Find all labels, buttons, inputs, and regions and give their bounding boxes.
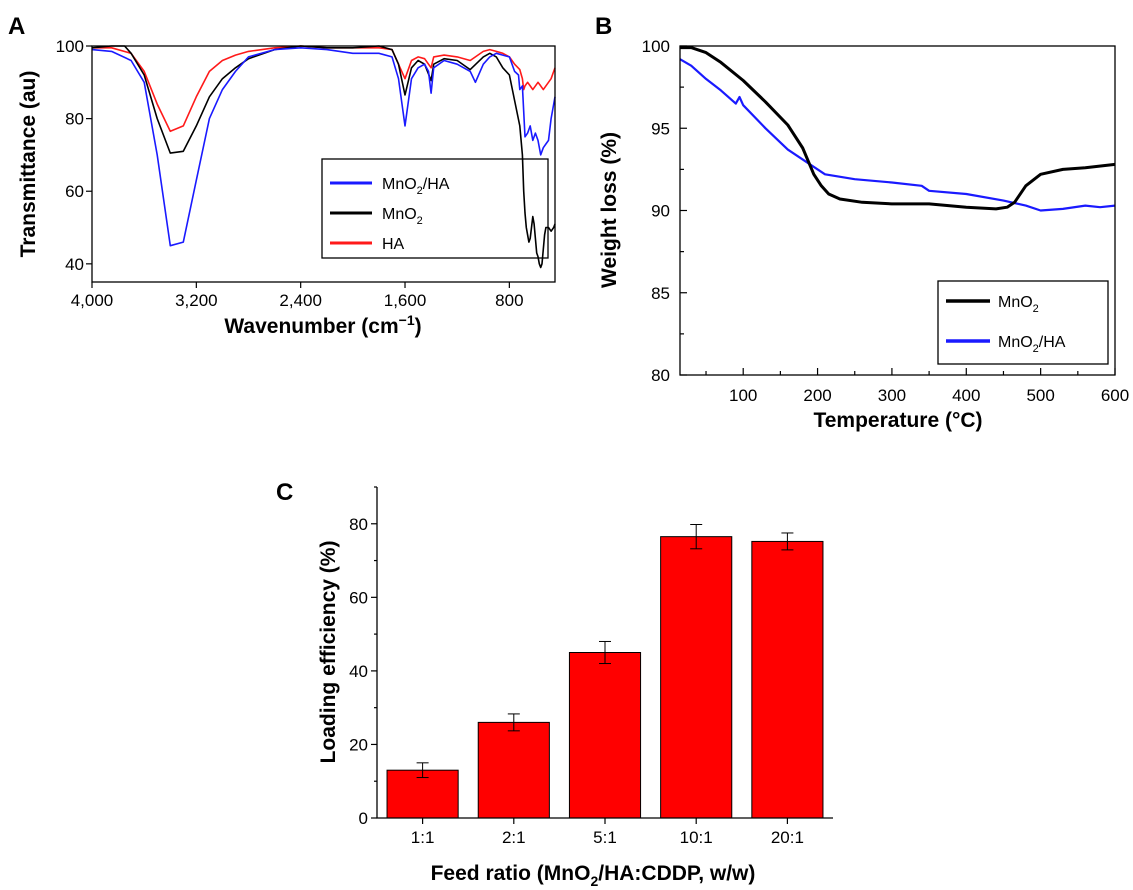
panel-b-legend: MnO2 MnO2/HA bbox=[937, 280, 1109, 365]
panel-b-x-tick-label: 600 bbox=[1101, 386, 1129, 405]
panel-c-y-axis-label: Loading efficiency (%) bbox=[317, 541, 340, 764]
panel-letter-c: C bbox=[276, 479, 293, 506]
panel-b-x-tick-label: 100 bbox=[729, 386, 757, 405]
panel-a-legend-label: MnO2 bbox=[382, 206, 423, 227]
panel-c-y-tick-label: 60 bbox=[349, 588, 368, 607]
panel-c: C 1:1 2:1 5:1 10:1 20:1 0 20 40 60 80 Feed ratio … bbox=[276, 479, 833, 889]
panel-a-y-tick-label: 80 bbox=[65, 110, 84, 129]
panel-c-y-tick-label: 0 bbox=[359, 809, 368, 828]
panel-c-y-tick-label: 40 bbox=[349, 662, 368, 681]
panel-a-frame bbox=[91, 45, 556, 283]
panel-b-x-tick-label: 200 bbox=[803, 386, 831, 405]
panel-b-x-tick-label: 500 bbox=[1026, 386, 1054, 405]
panel-a-legend-box bbox=[321, 158, 549, 259]
panel-c-bar bbox=[568, 652, 642, 819]
panel-b-legend-label: MnO2/HA bbox=[998, 334, 1066, 355]
panel-a-legend-label: MnO2/HA bbox=[382, 176, 450, 197]
panel-b-series-line bbox=[680, 46, 1116, 211]
panel-a-legend-label: HA bbox=[382, 236, 405, 253]
panel-b-x-tick-label: 300 bbox=[878, 386, 906, 405]
panel-b-frame bbox=[679, 45, 1116, 376]
panel-a-legend: MnO2/HA MnO2 HA bbox=[321, 158, 549, 259]
panel-a-x-axis-label: Wavenumber (cm−1) bbox=[224, 312, 421, 338]
panel-a-x-tick-label: 4,000 bbox=[71, 291, 114, 310]
panel-b-x-tick-label: 400 bbox=[952, 386, 980, 405]
panel-c-x-tick-label: 2:1 bbox=[502, 828, 526, 847]
panel-a-x-tick-label: 2,400 bbox=[279, 291, 322, 310]
panel-letter-a: A bbox=[8, 13, 25, 40]
panel-a-x-tick-label: 1,600 bbox=[384, 291, 427, 310]
panel-b: B 100 200 300 400 500 600 80 85 90 95 100 Temperat… bbox=[595, 13, 1129, 432]
panel-b-series-line bbox=[679, 58, 1116, 212]
panel-b-legend-box bbox=[937, 280, 1109, 365]
panel-b-y-axis-label: Weight loss (%) bbox=[598, 132, 621, 288]
panel-c-bar bbox=[660, 536, 733, 819]
panel-a-y-tick-label: 100 bbox=[56, 37, 84, 56]
panel-c-bar bbox=[751, 540, 824, 819]
panel-b-y-tick-label: 95 bbox=[651, 119, 670, 138]
panel-a-series-line bbox=[91, 45, 556, 269]
panel-c-x-tick-label: 20:1 bbox=[771, 828, 804, 847]
panel-a-x-tick-label: 3,200 bbox=[175, 291, 218, 310]
panel-b-y-tick-label: 85 bbox=[651, 284, 670, 303]
panel-c-bar bbox=[477, 721, 550, 819]
panel-a-series-line bbox=[91, 47, 556, 247]
panel-c-axes bbox=[376, 487, 833, 819]
panel-a-y-tick-label: 60 bbox=[65, 182, 84, 201]
panel-a: A 4,000 3,200 2,400 1,600 800 40 60 80 100 Waven… bbox=[8, 13, 556, 338]
panel-a-y-axis-label: Transmittance (au) bbox=[17, 71, 40, 258]
panel-c-x-tick-label: 1:1 bbox=[411, 828, 435, 847]
panel-c-y-tick-label: 20 bbox=[349, 735, 368, 754]
panel-c-x-tick-label: 5:1 bbox=[593, 828, 617, 847]
panel-c-bar bbox=[386, 769, 459, 819]
panel-b-x-axis-label: Temperature (°C) bbox=[813, 409, 982, 432]
panel-a-y-tick-label: 40 bbox=[65, 255, 84, 274]
panel-b-y-tick-label: 80 bbox=[651, 366, 670, 385]
panel-b-legend-label: MnO2 bbox=[998, 294, 1039, 315]
panel-letter-b: B bbox=[595, 13, 612, 40]
panel-c-y-tick-label: 80 bbox=[349, 515, 368, 534]
panel-c-x-tick-label: 10:1 bbox=[680, 828, 713, 847]
panel-b-y-tick-label: 90 bbox=[651, 202, 670, 221]
panel-c-x-axis-label: Feed ratio (MnO2/HA:CDDP, w/w) bbox=[431, 862, 756, 889]
panel-b-y-tick-label: 100 bbox=[642, 37, 670, 56]
panel-a-x-tick-label: 800 bbox=[495, 291, 523, 310]
panel-a-series-line bbox=[92, 45, 556, 133]
